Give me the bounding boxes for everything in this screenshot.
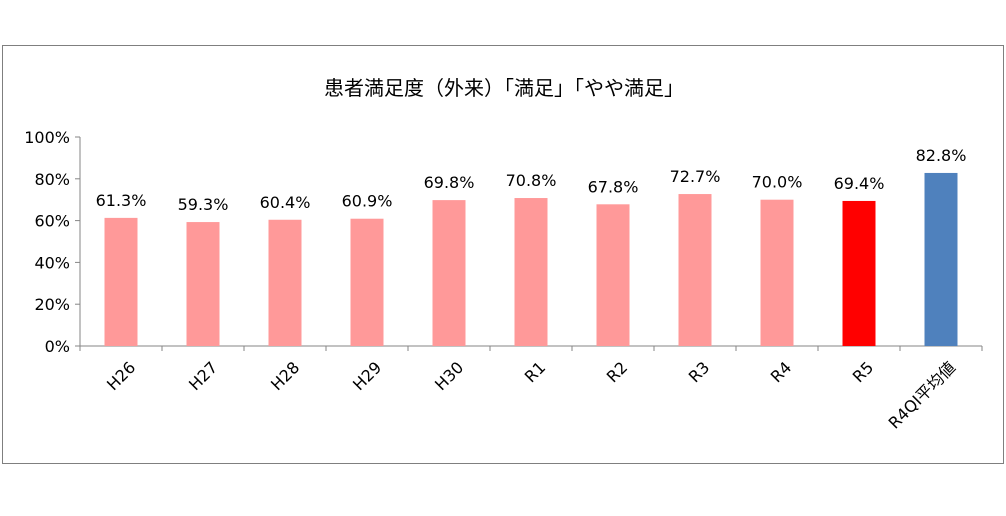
data-label: 67.8%: [588, 177, 639, 196]
category-label: R3: [685, 358, 713, 386]
bar-series: [104, 172, 958, 346]
data-label: 70.8%: [506, 171, 557, 190]
category-label: H28: [267, 358, 303, 394]
x-axis-ticks: [79, 346, 983, 351]
y-tick-label: 0%: [45, 337, 70, 356]
y-tick-label: 100%: [24, 128, 70, 147]
bar: [350, 218, 384, 346]
data-labels: 61.3% 59.3% 60.4% 60.9% 69.8% 70.8% 67.8% 72.7%…: [96, 146, 967, 214]
data-label: 60.4%: [260, 193, 311, 212]
category-label: H26: [103, 358, 139, 394]
data-label: 61.3%: [96, 191, 147, 210]
data-label: 82.8%: [916, 146, 967, 165]
data-label: 59.3%: [178, 195, 229, 214]
y-tick-label: 20%: [34, 295, 70, 314]
data-label: 72.7%: [670, 167, 721, 186]
bar: [186, 222, 220, 346]
bar: [924, 172, 958, 346]
category-label: R4QI平均値: [885, 358, 960, 433]
bar: [678, 194, 712, 346]
bar: [432, 200, 466, 346]
category-label: R2: [603, 358, 631, 386]
data-label: 69.8%: [424, 173, 475, 192]
chart-title: 患者満足度（外来）「満足」「やや満足」: [324, 76, 684, 100]
category-label: R4: [767, 358, 795, 386]
bar: [514, 198, 548, 346]
data-label: 69.4%: [834, 174, 885, 193]
data-label: 70.0%: [752, 173, 803, 192]
y-tick-label: 40%: [34, 253, 70, 272]
category-label: R5: [849, 358, 877, 386]
bar: [268, 219, 302, 346]
category-label: H27: [185, 358, 221, 394]
bar: [596, 204, 630, 346]
y-axis-ticks: 0% 20% 40% 60% 80% 100%: [24, 128, 80, 356]
data-label: 60.9%: [342, 192, 393, 211]
bar: [104, 217, 138, 346]
chart-frame: [2, 45, 1004, 464]
category-label: R1: [521, 358, 549, 386]
y-tick-label: 60%: [34, 212, 70, 231]
y-tick-label: 80%: [34, 170, 70, 189]
bar: [760, 199, 794, 346]
category-label: H29: [349, 358, 385, 394]
category-label: H30: [431, 358, 467, 394]
category-labels: H26 H27 H28 H29 H30 R1 R2 R3 R4 R5 R4QI平均値: [103, 358, 959, 433]
bar: [842, 200, 876, 346]
